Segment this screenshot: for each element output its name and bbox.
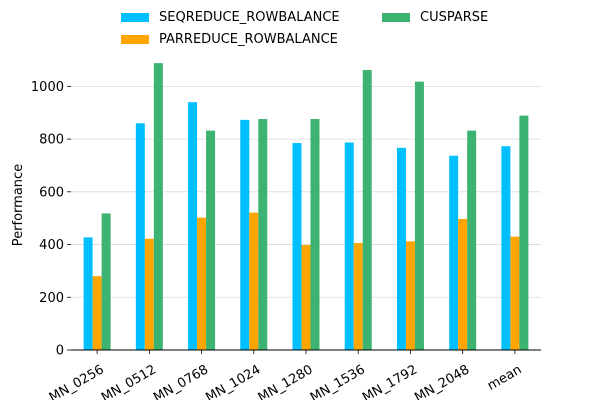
bar-seqreduce-rowbalance-mn-1792 bbox=[396, 147, 406, 350]
legend-label-seqreduce: SEQREDUCE_ROWBALANCE bbox=[159, 10, 340, 25]
x-tick-label: MN_0256 bbox=[47, 362, 107, 400]
bar-parreduce-rowbalance-mn-2048 bbox=[458, 218, 468, 350]
x-tick-label: MN_1024 bbox=[203, 362, 263, 400]
legend-swatch-cusparse bbox=[382, 13, 410, 22]
y-axis-label: Performance bbox=[11, 164, 26, 246]
legend-item-seqreduce: SEQREDUCE_ROWBALANCE bbox=[121, 10, 340, 25]
bar-cusparse-mn-1536 bbox=[362, 70, 372, 350]
bar-parreduce-rowbalance-mn-1280 bbox=[301, 245, 311, 350]
x-tick-label: MN_0768 bbox=[151, 362, 211, 400]
x-tick-label: MN_1792 bbox=[360, 362, 420, 400]
bar-seqreduce-rowbalance-mean bbox=[501, 146, 511, 350]
x-tick-label: MN_1536 bbox=[308, 362, 368, 400]
bar-seqreduce-rowbalance-mn-0768 bbox=[188, 102, 198, 350]
bar-seqreduce-rowbalance-mn-1280 bbox=[292, 143, 302, 350]
y-tick-label: 0 bbox=[56, 344, 64, 359]
bars bbox=[83, 63, 529, 351]
bar-seqreduce-rowbalance-mn-0256 bbox=[83, 237, 93, 350]
x-tick-label: MN_2048 bbox=[412, 362, 472, 400]
bar-parreduce-rowbalance-mn-1024 bbox=[249, 212, 259, 350]
bar-cusparse-mn-0768 bbox=[206, 130, 216, 350]
x-tick-label: mean bbox=[485, 362, 524, 393]
bar-seqreduce-rowbalance-mn-0512 bbox=[135, 123, 145, 350]
legend-label-cusparse: CUSPARSE bbox=[420, 10, 489, 25]
bar-parreduce-rowbalance-mn-0768 bbox=[197, 217, 207, 350]
bar-seqreduce-rowbalance-mn-1536 bbox=[344, 142, 354, 350]
bar-cusparse-mn-2048 bbox=[467, 130, 477, 350]
y-tick-label: 800 bbox=[39, 133, 64, 148]
x-tick-label: MN_0512 bbox=[99, 362, 159, 400]
bar-cusparse-mn-1280 bbox=[310, 119, 320, 351]
bar-seqreduce-rowbalance-mn-2048 bbox=[449, 155, 459, 350]
legend-swatch-seqreduce bbox=[121, 13, 149, 22]
legend-swatch-parreduce bbox=[121, 35, 149, 44]
legend-label-parreduce: PARREDUCE_ROWBALANCE bbox=[159, 32, 338, 47]
bar-parreduce-rowbalance-mn-1536 bbox=[353, 242, 363, 350]
bar-seqreduce-rowbalance-mn-1024 bbox=[240, 119, 250, 350]
bar-cusparse-mn-0512 bbox=[153, 63, 163, 350]
bar-cusparse-mn-0256 bbox=[101, 213, 111, 350]
y-tick-label: 400 bbox=[39, 238, 64, 253]
y-tick-label: 1000 bbox=[31, 80, 64, 95]
bar-cusparse-mn-1792 bbox=[414, 81, 424, 351]
legend-item-cusparse: CUSPARSE bbox=[382, 10, 488, 25]
bar-parreduce-rowbalance-mn-0256 bbox=[92, 276, 102, 350]
bar-cusparse-mn-1024 bbox=[258, 119, 268, 351]
bar-parreduce-rowbalance-mn-0512 bbox=[144, 238, 154, 350]
bar-parreduce-rowbalance-mn-1792 bbox=[405, 241, 415, 350]
bar-cusparse-mean bbox=[519, 115, 529, 350]
y-tick-label: 600 bbox=[39, 185, 64, 200]
y-tick-label: 200 bbox=[39, 291, 64, 306]
legend-item-parreduce: PARREDUCE_ROWBALANCE bbox=[121, 32, 338, 47]
bar-parreduce-rowbalance-mean bbox=[510, 236, 520, 350]
x-tick-label: MN_1280 bbox=[256, 362, 316, 400]
